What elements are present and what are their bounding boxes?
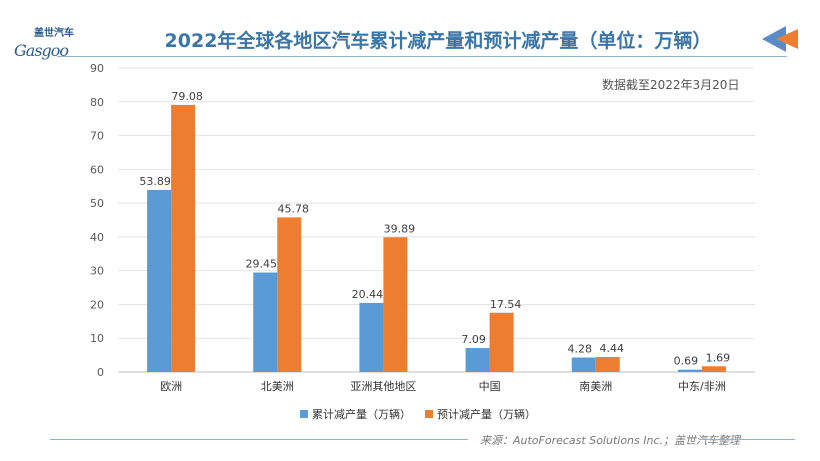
bar bbox=[147, 189, 172, 372]
y-tick-label: 10 bbox=[90, 332, 104, 345]
legend-swatch bbox=[300, 410, 308, 418]
y-tick-label: 70 bbox=[90, 130, 104, 143]
data-label: 20.44 bbox=[352, 288, 384, 301]
y-tick-label: 60 bbox=[90, 163, 104, 176]
x-tick-label: 亚洲其他地区 bbox=[350, 380, 416, 393]
y-tick-label: 0 bbox=[97, 366, 104, 379]
x-tick-label: 中东/非洲 bbox=[678, 380, 726, 393]
data-label: 1.69 bbox=[706, 351, 731, 364]
gasgoo-logo: 盖世汽车 Gasgoo bbox=[10, 28, 82, 62]
bar bbox=[383, 237, 408, 372]
legend-item-cumulative: 累计减产量（万辆） bbox=[300, 406, 411, 422]
data-label: 4.44 bbox=[600, 342, 625, 355]
data-label: 39.89 bbox=[384, 222, 416, 235]
arrow-icon bbox=[762, 26, 798, 52]
data-label: 4.28 bbox=[568, 343, 593, 356]
x-tick-label: 中国 bbox=[479, 380, 501, 393]
title-divider bbox=[57, 56, 787, 57]
bar bbox=[489, 312, 514, 372]
legend-swatch bbox=[425, 410, 433, 418]
y-tick-label: 50 bbox=[90, 197, 104, 210]
bar bbox=[465, 348, 490, 372]
x-tick-label: 南美洲 bbox=[579, 380, 612, 393]
legend-label: 累计减产量（万辆） bbox=[312, 408, 411, 421]
bar-chart: 0 10 20 30 40 50 60 70 80 90 欧洲 53.89 79.08 北美洲 29.45 4… bbox=[90, 62, 755, 393]
y-tick-label: 90 bbox=[90, 62, 104, 75]
bar bbox=[277, 217, 302, 372]
data-label: 45.78 bbox=[278, 202, 310, 215]
y-tick-label: 20 bbox=[90, 298, 104, 311]
footer-divider-right bbox=[700, 439, 795, 440]
data-label: 79.08 bbox=[171, 90, 203, 103]
legend-item-forecast: 预计减产量（万辆） bbox=[425, 406, 536, 422]
x-tick-label: 北美洲 bbox=[261, 380, 294, 393]
legend-label: 预计减产量（万辆） bbox=[437, 408, 536, 421]
footer-divider-left bbox=[50, 439, 468, 440]
data-label: 17.54 bbox=[490, 298, 522, 311]
bar bbox=[359, 302, 384, 372]
data-label: 7.09 bbox=[461, 333, 486, 346]
bar bbox=[171, 104, 196, 373]
data-date-note: 数据截至2022年3月20日 bbox=[602, 78, 740, 92]
y-tick-label: 30 bbox=[90, 265, 104, 278]
bar bbox=[701, 366, 726, 372]
x-tick-label: 欧洲 bbox=[160, 380, 182, 393]
bar bbox=[253, 272, 278, 372]
logo-cn: 盖世汽车 bbox=[34, 28, 74, 39]
bar bbox=[571, 357, 596, 372]
y-tick-label: 80 bbox=[90, 96, 104, 109]
source-note: 来源：AutoForecast Solutions Inc.；盖世汽车整理 bbox=[480, 434, 741, 447]
bar bbox=[595, 357, 620, 372]
data-label: 29.45 bbox=[246, 258, 278, 271]
y-tick-label: 40 bbox=[90, 231, 104, 244]
data-label: 0.69 bbox=[674, 355, 699, 368]
chart-title: 2022年全球各地区汽车累计减产量和预计减产量（单位：万辆） bbox=[164, 30, 712, 52]
data-label: 53.89 bbox=[139, 175, 171, 188]
bar bbox=[677, 369, 702, 372]
logo-en: Gasgoo bbox=[14, 41, 69, 60]
